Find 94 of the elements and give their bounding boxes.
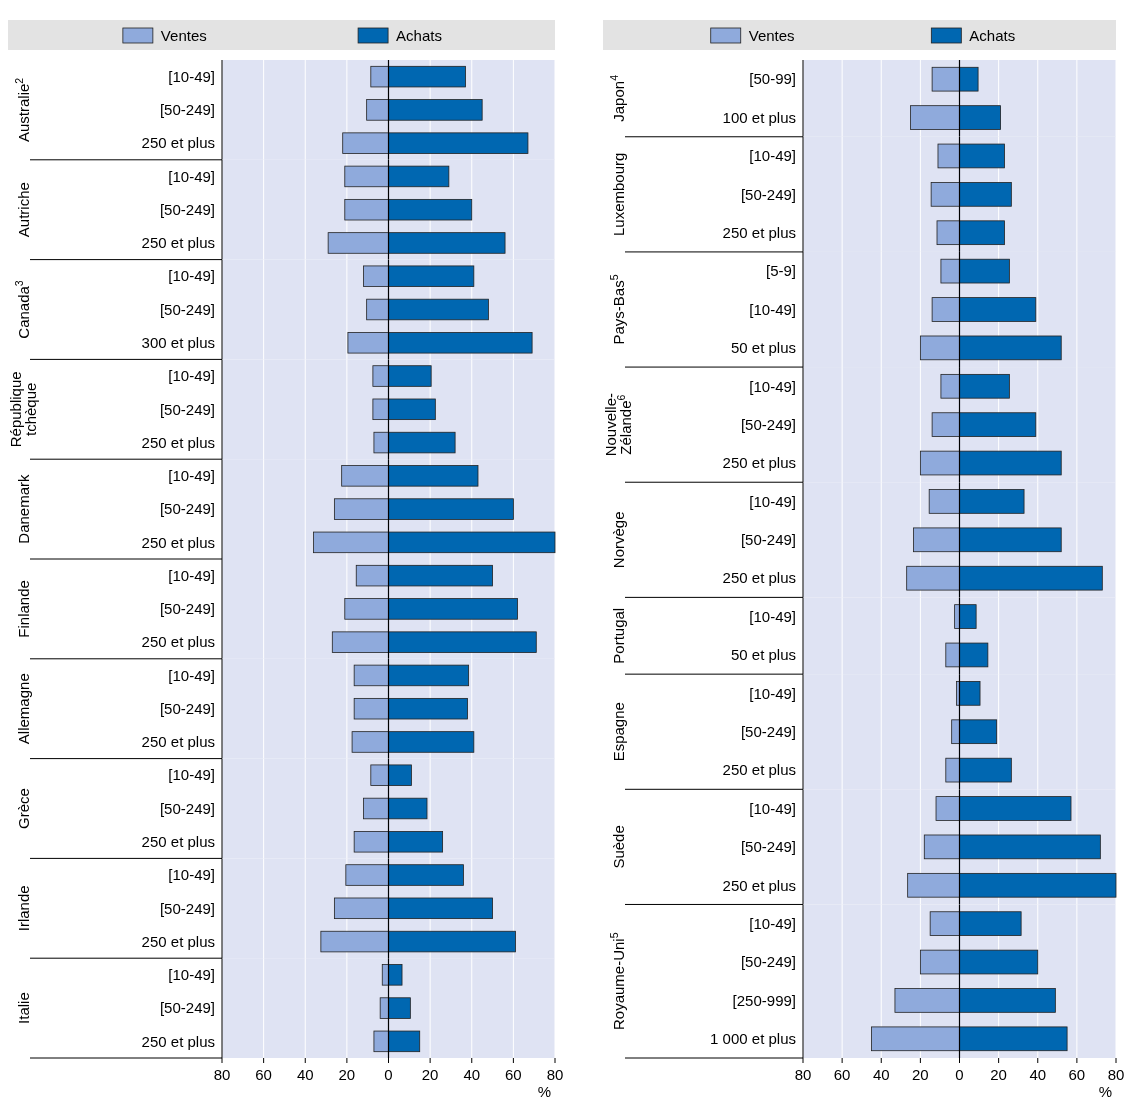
y-tick-label: [10-49]: [749, 377, 796, 395]
y-tick-label: 1 000 et plus: [710, 1030, 796, 1048]
x-tick-label: 80: [213, 1066, 231, 1083]
y-tick-label: 300 et plus: [141, 334, 215, 352]
y-axis-title: République tchèque: [7, 371, 39, 448]
y-tick-label: [10-49]: [168, 67, 215, 85]
y-tick-label: [10-49]: [749, 300, 796, 318]
y-tick-label: [50-249]: [159, 200, 215, 218]
y-tick-label: 250 et plus: [722, 569, 796, 587]
y-tick-label: 250 et plus: [141, 633, 215, 651]
y-tick-label: 250 et plus: [141, 533, 215, 551]
y-tick-label: [50-249]: [159, 699, 215, 717]
y-tick-label: [10-49]: [749, 607, 796, 625]
y-axis-title: Grèce: [15, 788, 33, 829]
y-tick-label: [50-249]: [159, 799, 215, 817]
y-axis-title: Allemagne: [15, 673, 33, 745]
x-tick-label: 0: [955, 1066, 964, 1083]
x-tick-label: 60: [1068, 1066, 1086, 1083]
y-axis-title: Finlande: [15, 580, 33, 638]
x-tick-label: 80: [546, 1066, 564, 1083]
x-tick-label: 20: [338, 1066, 356, 1083]
y-axis-title: Portugal: [610, 607, 628, 664]
x-tick-label: 0: [384, 1066, 393, 1083]
y-tick-label: [10-49]: [749, 799, 796, 817]
y-tick-label: [10-49]: [749, 684, 796, 702]
y-tick-label: 100 et plus: [722, 108, 796, 126]
y-axis-title: Luxembourg: [610, 152, 628, 237]
y-tick-label: [10-49]: [749, 492, 796, 510]
y-tick-label: [50-249]: [740, 185, 796, 203]
y-axis-title: Danemark: [15, 474, 33, 544]
x-tick-label: 20: [990, 1066, 1007, 1083]
y-tick-label: 250 et plus: [141, 234, 215, 252]
y-tick-label: [50-249]: [159, 300, 215, 318]
x-axis-title: %: [1098, 1083, 1112, 1100]
y-tick-label: [10-49]: [168, 467, 215, 485]
y-axis-title: Espagne: [610, 702, 628, 762]
y-tick-label: [10-49]: [168, 966, 215, 984]
y-tick-label: [10-49]: [168, 167, 215, 185]
y-tick-label: 250 et plus: [722, 223, 796, 241]
legend-label: Achats: [969, 27, 1016, 44]
x-tick-label: 60: [505, 1066, 522, 1083]
x-tick-label: 40: [296, 1066, 314, 1083]
y-tick-label: 250 et plus: [141, 1032, 215, 1050]
y-tick-label: [50-249]: [159, 101, 215, 119]
x-tick-label: 80: [794, 1066, 812, 1083]
y-tick-label: [10-49]: [168, 666, 215, 684]
y-tick-label: 250 et plus: [141, 433, 215, 451]
x-tick-label: 20: [421, 1066, 439, 1083]
y-tick-label: [10-49]: [749, 147, 796, 165]
y-tick-label: [10-49]: [168, 267, 215, 285]
y-tick-label: [5-9]: [765, 262, 796, 280]
y-tick-label: [10-49]: [168, 367, 215, 385]
y-axis-title: Suède: [610, 825, 628, 869]
y-tick-label: [50-249]: [740, 838, 796, 856]
x-axis-title: %: [537, 1083, 551, 1100]
y-tick-label: 250 et plus: [141, 733, 215, 751]
y-axis-title: Autriche: [15, 182, 33, 238]
x-tick-label: 60: [833, 1066, 851, 1083]
y-tick-label: [50-249]: [740, 415, 796, 433]
y-axis-title: Norvège: [610, 511, 628, 569]
legend-label: Achats: [396, 27, 442, 44]
y-tick-label: [50-249]: [740, 531, 796, 549]
y-tick-label: [10-49]: [749, 914, 796, 932]
y-tick-label: [50-249]: [159, 999, 215, 1017]
x-tick-label: 80: [1107, 1066, 1125, 1083]
bar: [959, 681, 981, 706]
x-tick-label: 20: [912, 1066, 929, 1083]
x-tick-label: 40: [463, 1066, 481, 1083]
y-tick-label: 250 et plus: [141, 833, 215, 851]
y-tick-label: [50-249]: [740, 722, 796, 740]
y-tick-label: [50-249]: [159, 899, 215, 917]
x-tick-label: 40: [872, 1066, 890, 1083]
y-tick-label: 50 et plus: [730, 646, 796, 664]
y-tick-label: 250 et plus: [722, 876, 796, 894]
y-tick-label: 250 et plus: [141, 932, 215, 950]
y-tick-label: 250 et plus: [722, 454, 796, 472]
y-tick-label: [10-49]: [168, 766, 215, 784]
y-tick-label: 250 et plus: [141, 134, 215, 152]
y-tick-label: [50-249]: [159, 500, 215, 518]
y-tick-label: [10-49]: [168, 866, 215, 884]
y-tick-label: [50-249]: [159, 400, 215, 418]
y-tick-label: 50 et plus: [730, 339, 796, 357]
x-tick-label: 40: [1029, 1066, 1047, 1083]
y-tick-label: [50-249]: [740, 953, 796, 971]
legend-label: Ventes: [160, 27, 207, 44]
y-tick-label: [50-249]: [159, 600, 215, 618]
y-tick-label: [10-49]: [168, 566, 215, 584]
y-axis-title: Irlande: [15, 885, 33, 932]
legend-label: Ventes: [748, 27, 795, 44]
x-tick-label: 60: [255, 1066, 272, 1083]
y-tick-label: [50-99]: [749, 70, 796, 88]
y-axis-title: Italie: [15, 992, 33, 1024]
y-tick-label: 250 et plus: [722, 761, 796, 779]
y-tick-label: [250-999]: [732, 991, 796, 1009]
